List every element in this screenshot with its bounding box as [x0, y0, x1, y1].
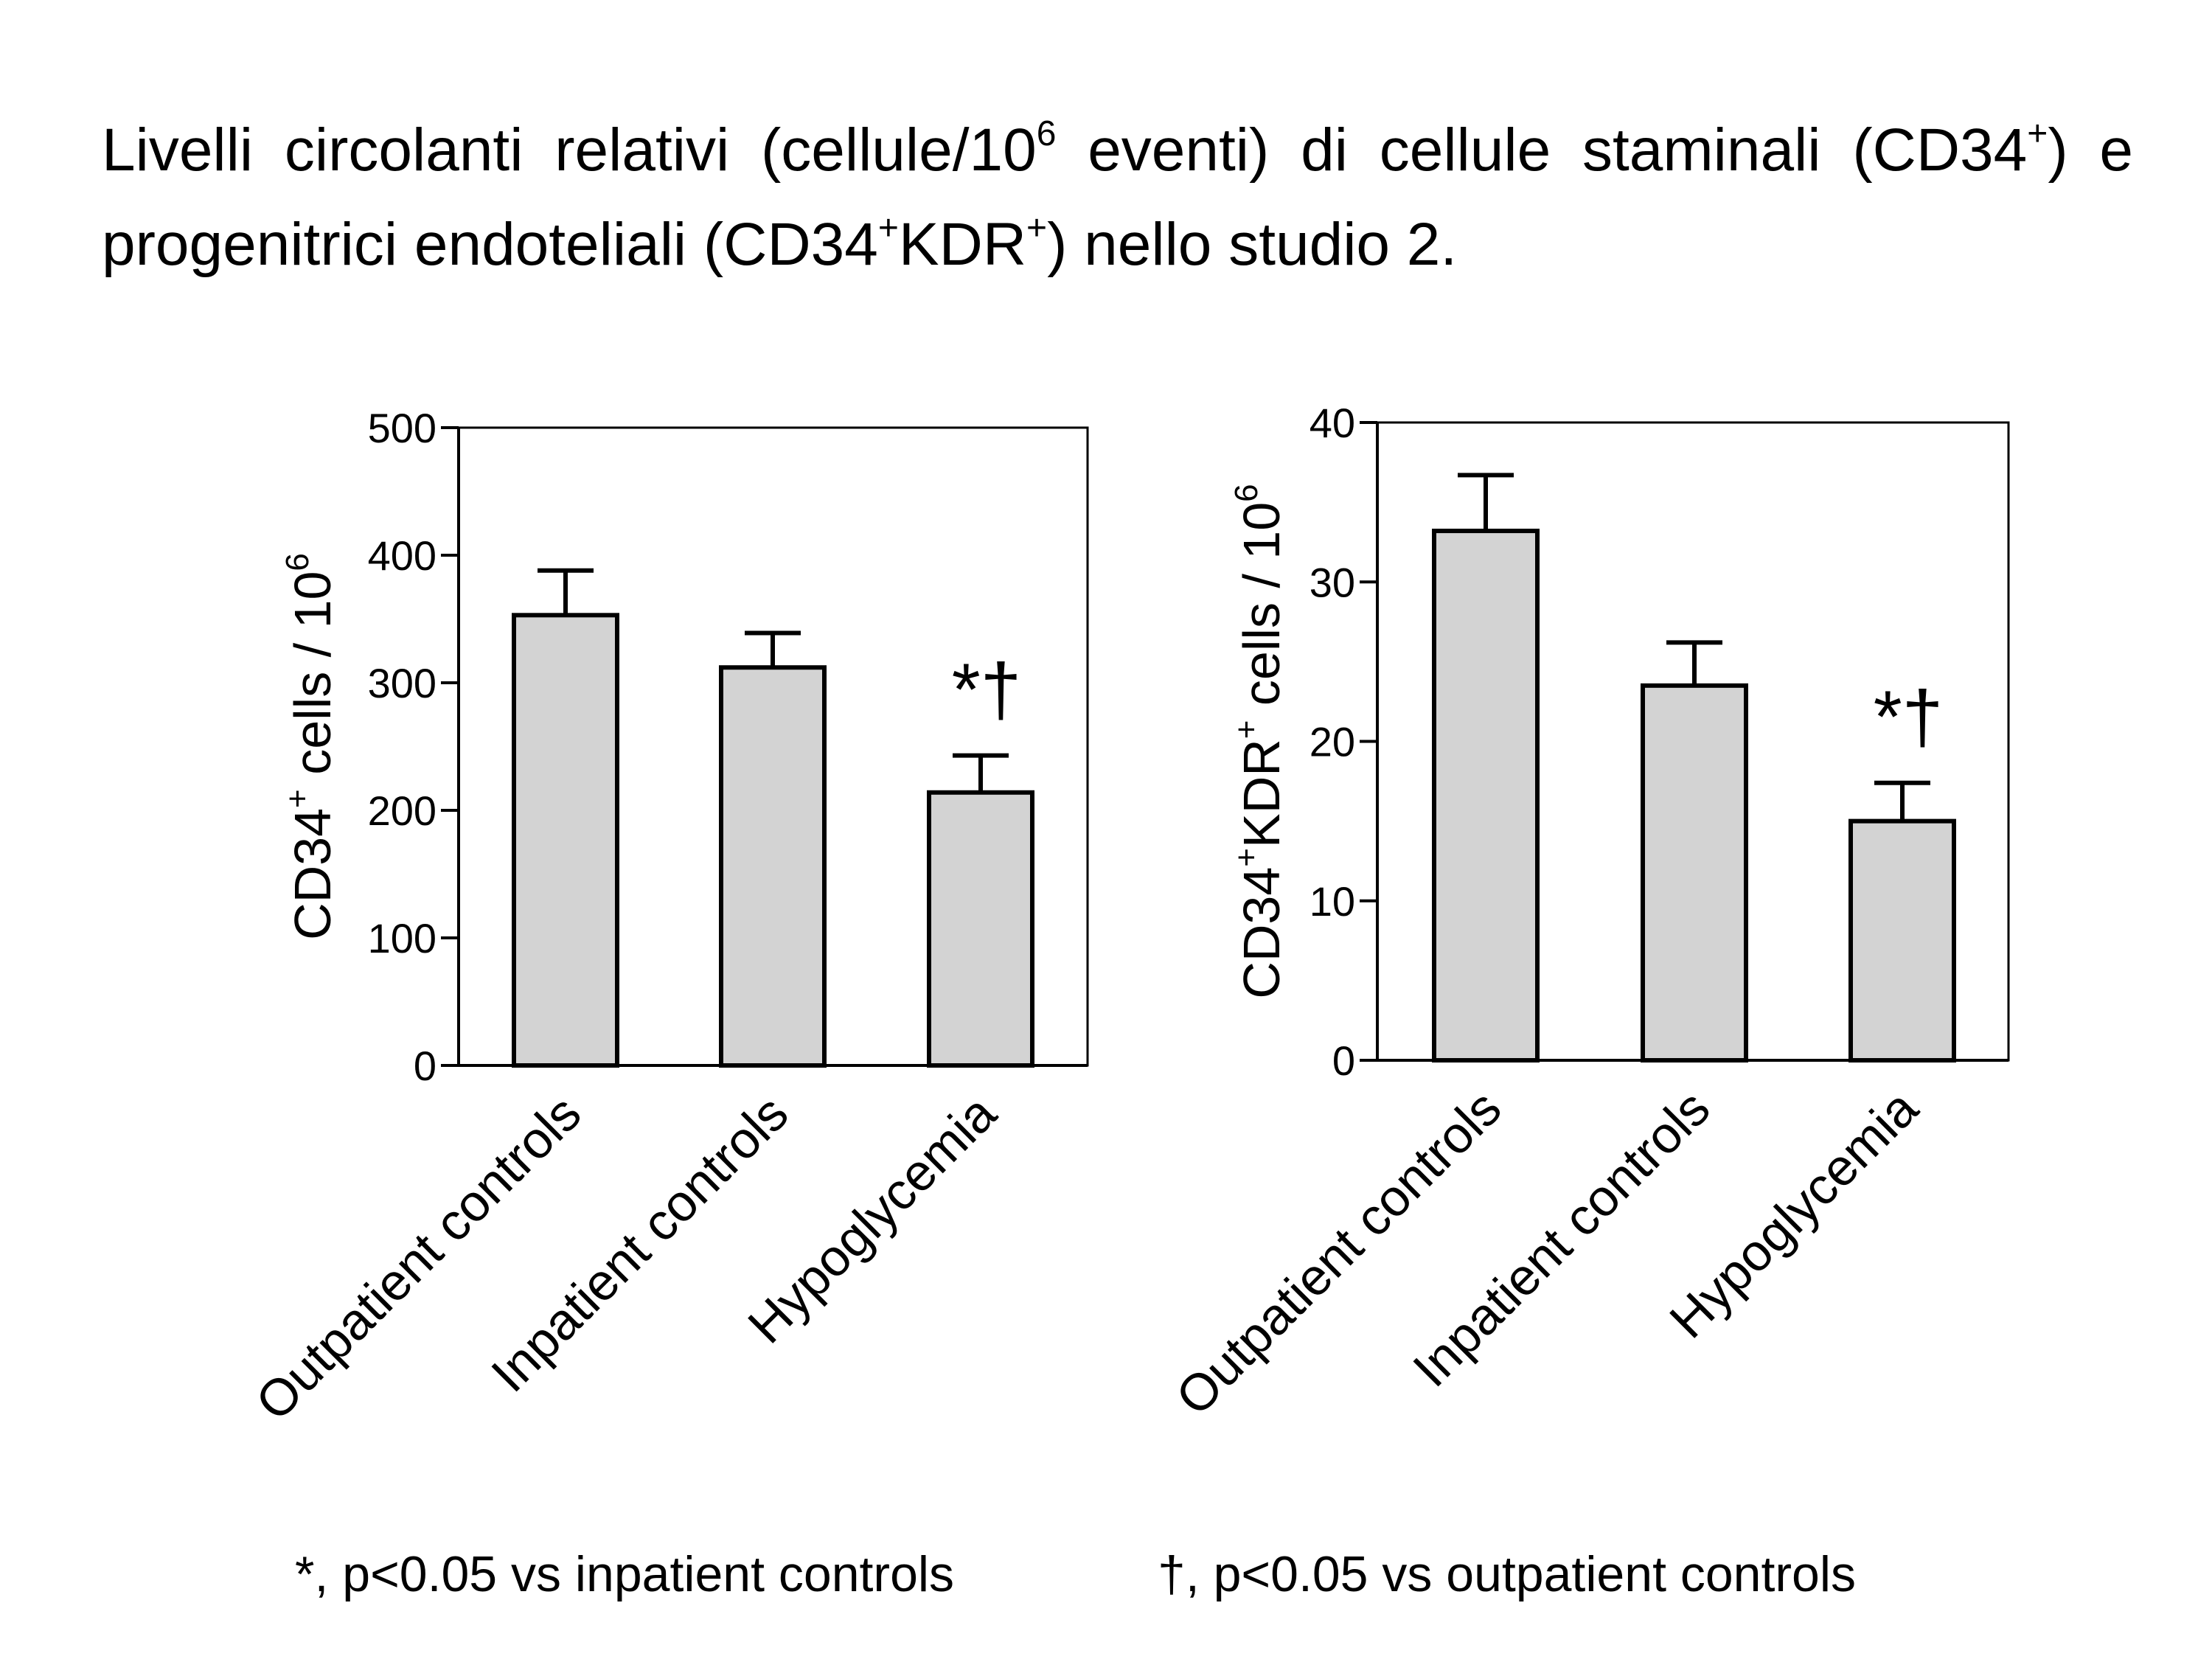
- bar: [512, 613, 619, 1068]
- y-axis-label-sup: 6: [1228, 484, 1265, 501]
- y-tick-label: 10: [1310, 878, 1355, 925]
- y-axis-label-sup: +: [279, 789, 316, 808]
- y-tick-label: 40: [1310, 400, 1355, 446]
- y-axis-label-text: KDR: [1233, 739, 1290, 848]
- title-text-5: ) nello studio 2.: [1047, 211, 1458, 278]
- significance-marks: *†: [1874, 676, 1944, 759]
- y-axis-label-sup: +: [1228, 720, 1265, 740]
- y-tick-label: 500: [368, 405, 437, 451]
- y-axis-label-sup: +: [1228, 848, 1265, 867]
- page-title: Livelli circolanti relativi (cellule/106…: [102, 103, 2133, 292]
- title-text-4: KDR: [898, 211, 1027, 278]
- y-axis-label-text: cells / 10: [284, 571, 341, 790]
- y-axis-label-sup: 6: [279, 553, 316, 571]
- footnote-inpatient: *, p<0.05 vs inpatient controls: [295, 1546, 954, 1602]
- footnote-outpatient: †, p<0.05 vs outpatient controls: [1158, 1546, 1856, 1602]
- bar: [1641, 683, 1748, 1062]
- bar: [1848, 818, 1956, 1062]
- title-sup-4: +: [1026, 209, 1048, 248]
- y-tick-label: 100: [368, 915, 437, 961]
- y-tick-label: 200: [368, 787, 437, 834]
- bar: [1432, 529, 1540, 1062]
- title-sup-3: +: [877, 209, 899, 248]
- y-tick-label: 0: [414, 1043, 437, 1089]
- significance-marks: *†: [952, 649, 1022, 731]
- y-axis-label-text: CD34: [284, 808, 341, 940]
- y-axis-label: CD34+KDR+ cells / 106: [1228, 484, 1290, 998]
- y-axis-label-text: CD34: [1233, 867, 1290, 999]
- y-axis-label-text: cells / 10: [1233, 502, 1290, 720]
- bar: [719, 665, 827, 1068]
- title-sup-1: 6: [1036, 114, 1057, 153]
- title-text-1: Livelli circolanti relativi (cellule/10: [102, 116, 1037, 184]
- y-tick-label: 300: [368, 660, 437, 706]
- title-text-3: ) e progenitrici endoteliali (CD34: [102, 116, 2134, 278]
- y-tick-label: 20: [1310, 719, 1355, 765]
- title-text-2: eventi) di cellule staminali (CD34: [1056, 116, 2028, 184]
- y-tick-label: 400: [368, 532, 437, 579]
- title-sup-2: +: [2027, 114, 2048, 153]
- y-axis-label: CD34+ cells / 106: [279, 553, 341, 940]
- y-tick-label: 0: [1332, 1037, 1355, 1084]
- y-tick-label: 30: [1310, 559, 1355, 605]
- bar: [927, 790, 1034, 1068]
